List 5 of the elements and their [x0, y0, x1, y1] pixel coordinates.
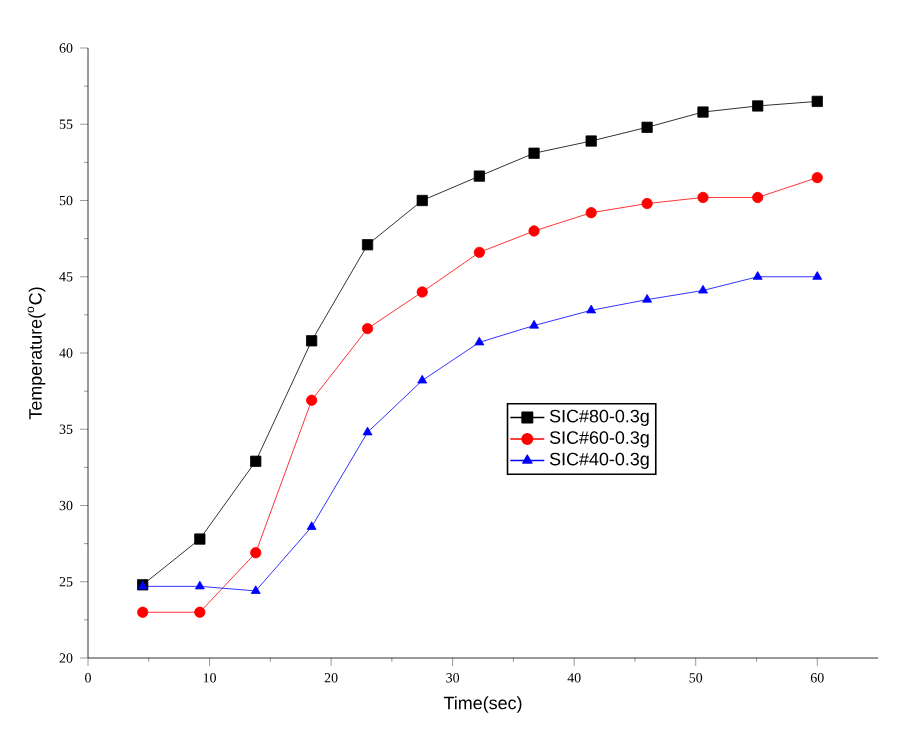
x-axis-title: Time(sec): [443, 696, 522, 713]
legend-label: SIC#40-0.3g: [549, 452, 649, 469]
legend-label: SIC#60-0.3g: [549, 431, 649, 448]
legend-label: SIC#80-0.3g: [549, 409, 649, 426]
y-axis-title: Temperature($^{o}$C): [27, 287, 46, 420]
